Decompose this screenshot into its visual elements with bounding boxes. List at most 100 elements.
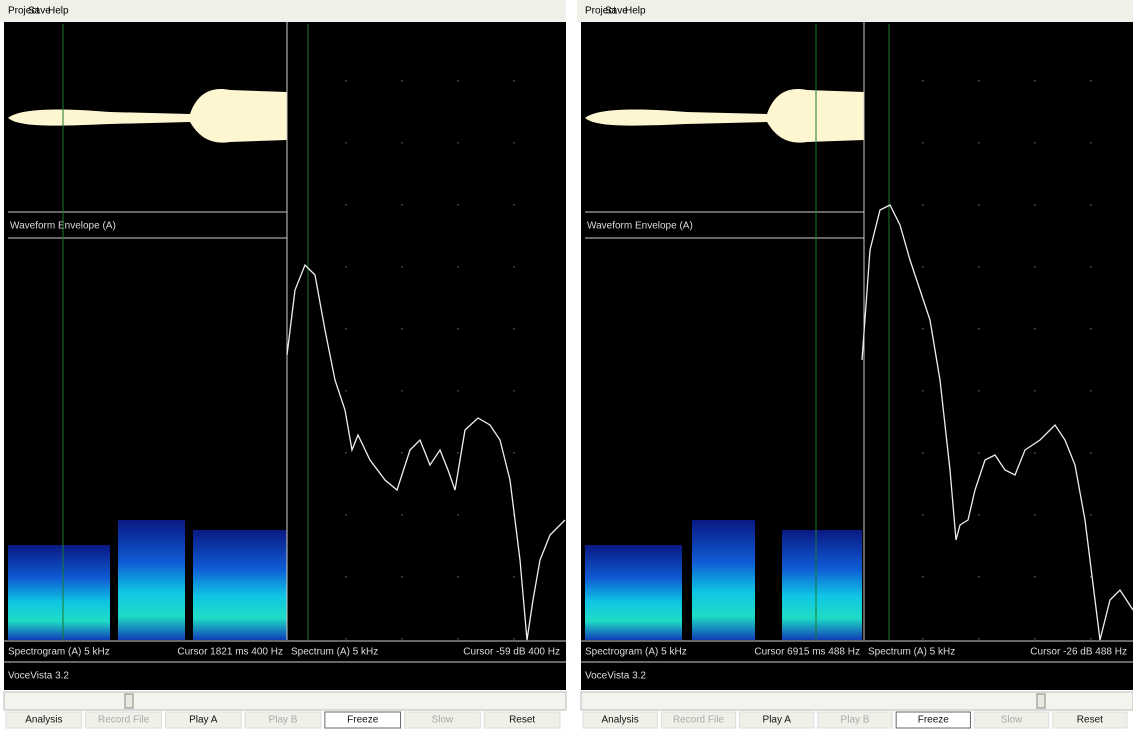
button-label[interactable]: Analysis	[602, 715, 639, 726]
grid-dot	[1034, 638, 1036, 640]
status-text: Spectrum (A) 5 kHz	[291, 647, 378, 658]
grid-dot	[1090, 514, 1092, 516]
grid-dot	[1034, 142, 1036, 144]
grid-dot	[345, 80, 347, 82]
grid-dot	[457, 514, 459, 516]
grid-dot	[457, 452, 459, 454]
grid-dot	[922, 452, 924, 454]
status-text: Cursor -59 dB 400 Hz	[463, 647, 560, 658]
status-text: Cursor 1821 ms 400 Hz	[177, 647, 283, 658]
grid-dot	[513, 638, 515, 640]
spectrogram-block	[118, 520, 185, 640]
grid-dot	[513, 80, 515, 82]
button-label[interactable]: Play A	[189, 715, 218, 726]
grid-dot	[978, 142, 980, 144]
grid-dot	[978, 328, 980, 330]
grid-dot	[1090, 204, 1092, 206]
button-label[interactable]: Slow	[1001, 715, 1023, 726]
grid-dot	[401, 266, 403, 268]
button-label[interactable]: Play B	[841, 715, 870, 726]
grid-dot	[922, 390, 924, 392]
grid-dot	[457, 328, 459, 330]
grid-dot	[978, 390, 980, 392]
grid-dot	[1034, 80, 1036, 82]
grid-dot	[401, 514, 403, 516]
grid-dot	[401, 452, 403, 454]
grid-dot	[978, 514, 980, 516]
grid-dot	[1034, 328, 1036, 330]
grid-dot	[1034, 266, 1036, 268]
grid-dot	[345, 576, 347, 578]
grid-dot	[345, 638, 347, 640]
grid-dot	[922, 576, 924, 578]
status-text: Spectrogram (A) 5 kHz	[585, 647, 687, 658]
status-text: Cursor 6915 ms 488 Hz	[754, 647, 860, 658]
grid-dot	[513, 576, 515, 578]
menu-bar	[0, 0, 566, 22]
grid-dot	[978, 638, 980, 640]
grid-dot	[1090, 266, 1092, 268]
grid-dot	[457, 390, 459, 392]
grid-dot	[1034, 390, 1036, 392]
grid-dot	[978, 576, 980, 578]
grid-dot	[513, 266, 515, 268]
button-label[interactable]: Record File	[98, 715, 150, 726]
button-label[interactable]: Play B	[269, 715, 298, 726]
grid-dot	[1090, 328, 1092, 330]
button-label[interactable]: Reset	[509, 715, 535, 726]
button-label[interactable]: Play A	[763, 715, 792, 726]
grid-dot	[1034, 576, 1036, 578]
spectrogram-block	[585, 545, 682, 640]
grid-dot	[513, 142, 515, 144]
grid-dot	[1034, 452, 1036, 454]
grid-dot	[345, 204, 347, 206]
grid-dot	[1090, 390, 1092, 392]
scroll-thumb[interactable]	[125, 694, 133, 708]
grid-dot	[513, 204, 515, 206]
button-label[interactable]: Freeze	[347, 715, 379, 726]
grid-dot	[401, 142, 403, 144]
grid-dot	[1034, 204, 1036, 206]
grid-dot	[922, 266, 924, 268]
button-label[interactable]: Freeze	[918, 715, 950, 726]
grid-dot	[978, 266, 980, 268]
grid-dot	[1090, 576, 1092, 578]
grid-dot	[922, 638, 924, 640]
grid-dot	[457, 204, 459, 206]
status-text: Spectrogram (A) 5 kHz	[8, 647, 110, 658]
panel-label: Waveform Envelope (A)	[587, 221, 693, 232]
grid-dot	[457, 576, 459, 578]
grid-dot	[401, 576, 403, 578]
app-name: VoceVista 3.2	[8, 671, 69, 682]
grid-dot	[457, 80, 459, 82]
grid-dot	[978, 452, 980, 454]
grid-dot	[401, 80, 403, 82]
grid-dot	[1090, 452, 1092, 454]
grid-dot	[401, 328, 403, 330]
scroll-thumb[interactable]	[1037, 694, 1045, 708]
spectrogram-block	[8, 545, 110, 640]
scrollbar[interactable]	[4, 692, 566, 710]
grid-dot	[401, 638, 403, 640]
grid-dot	[1090, 80, 1092, 82]
grid-dot	[457, 142, 459, 144]
button-label[interactable]: Record File	[673, 715, 725, 726]
app-window: ProjectSaveHelpWaveform Envelope (A)Spec…	[577, 0, 1133, 728]
grid-dot	[1034, 514, 1036, 516]
menu-item[interactable]: Help	[625, 6, 646, 17]
button-label[interactable]: Slow	[432, 715, 454, 726]
grid-dot	[922, 204, 924, 206]
grid-dot	[922, 80, 924, 82]
grid-dot	[345, 328, 347, 330]
grid-dot	[457, 638, 459, 640]
menu-item[interactable]: Help	[48, 6, 69, 17]
grid-dot	[978, 80, 980, 82]
scrollbar[interactable]	[581, 692, 1133, 710]
grid-dot	[513, 390, 515, 392]
button-label[interactable]: Analysis	[25, 715, 62, 726]
button-label[interactable]: Reset	[1077, 715, 1103, 726]
grid-dot	[513, 452, 515, 454]
spectrogram-block	[782, 530, 862, 640]
menu-bar	[577, 0, 1133, 22]
